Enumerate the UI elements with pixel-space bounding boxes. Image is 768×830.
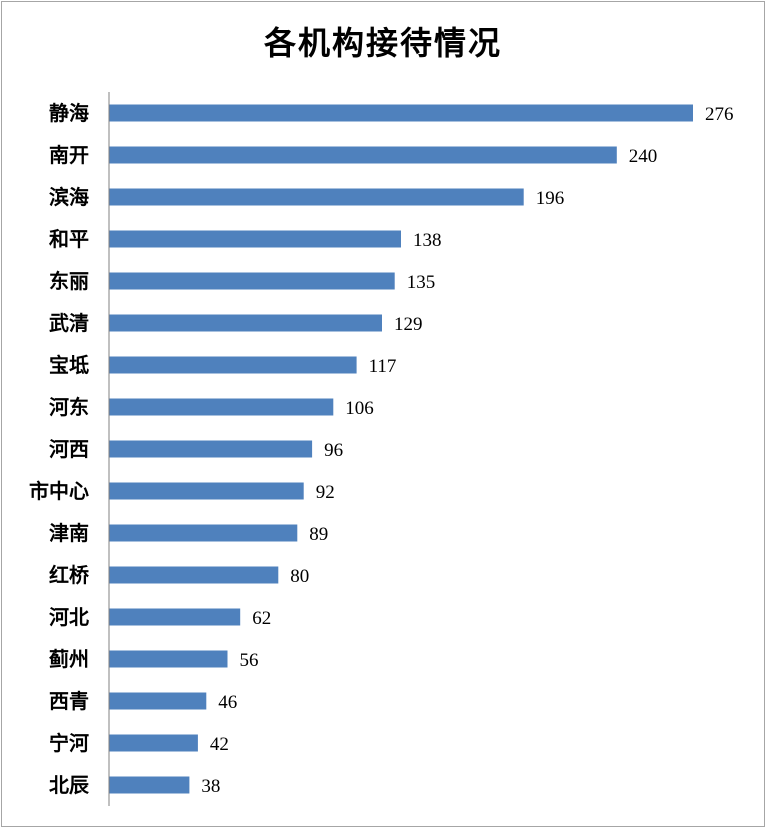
value-label-15: 42 xyxy=(210,734,229,755)
value-label-1: 240 xyxy=(629,146,658,167)
category-label-13: 蓟州 xyxy=(48,647,89,671)
bar-7 xyxy=(109,398,334,416)
category-label-0: 静海 xyxy=(49,101,89,125)
bar-5 xyxy=(109,314,382,332)
category-label-7: 河东 xyxy=(49,395,89,419)
bar-13 xyxy=(109,650,228,668)
category-label-3: 和平 xyxy=(49,227,89,251)
bar-15 xyxy=(109,734,198,752)
bar-12 xyxy=(109,608,241,626)
value-label-7: 106 xyxy=(345,398,374,419)
category-label-11: 红桥 xyxy=(49,563,90,587)
value-label-4: 135 xyxy=(407,272,436,293)
value-label-6: 117 xyxy=(369,356,397,377)
bar-2 xyxy=(109,188,524,206)
category-label-6: 宝坻 xyxy=(49,353,89,377)
category-label-10: 津南 xyxy=(49,521,89,545)
category-label-9: 市中心 xyxy=(29,479,89,503)
category-label-16: 北辰 xyxy=(49,773,90,797)
value-label-9: 92 xyxy=(316,482,335,503)
chart-title: 各机构接待情况 xyxy=(263,24,502,62)
bar-6 xyxy=(109,356,357,374)
value-label-14: 46 xyxy=(218,692,237,713)
category-label-5: 武清 xyxy=(49,311,89,335)
value-label-0: 276 xyxy=(705,104,734,125)
value-label-3: 138 xyxy=(413,230,442,251)
bar-3 xyxy=(109,230,401,248)
bar-1 xyxy=(109,146,617,164)
value-label-8: 96 xyxy=(324,440,343,461)
value-label-10: 89 xyxy=(309,524,328,545)
bar-8 xyxy=(109,440,313,458)
category-label-2: 滨海 xyxy=(49,185,89,209)
bar-16 xyxy=(109,776,190,794)
value-label-16: 38 xyxy=(201,776,220,797)
bar-10 xyxy=(109,524,298,542)
bar-11 xyxy=(109,566,279,584)
category-label-15: 宁河 xyxy=(49,731,89,755)
category-label-1: 南开 xyxy=(49,143,89,167)
bar-0 xyxy=(109,104,693,122)
category-label-8: 河西 xyxy=(49,437,89,461)
category-label-4: 东丽 xyxy=(49,269,89,293)
value-label-13: 56 xyxy=(240,650,259,671)
bars-group xyxy=(109,104,693,794)
bar-9 xyxy=(109,482,304,500)
value-label-11: 80 xyxy=(290,566,309,587)
category-label-14: 西青 xyxy=(49,689,89,713)
bar-4 xyxy=(109,272,395,290)
value-label-12: 62 xyxy=(252,608,271,629)
value-label-5: 129 xyxy=(394,314,423,335)
bar-14 xyxy=(109,692,207,710)
category-label-12: 河北 xyxy=(49,605,89,629)
value-label-2: 196 xyxy=(536,188,565,209)
